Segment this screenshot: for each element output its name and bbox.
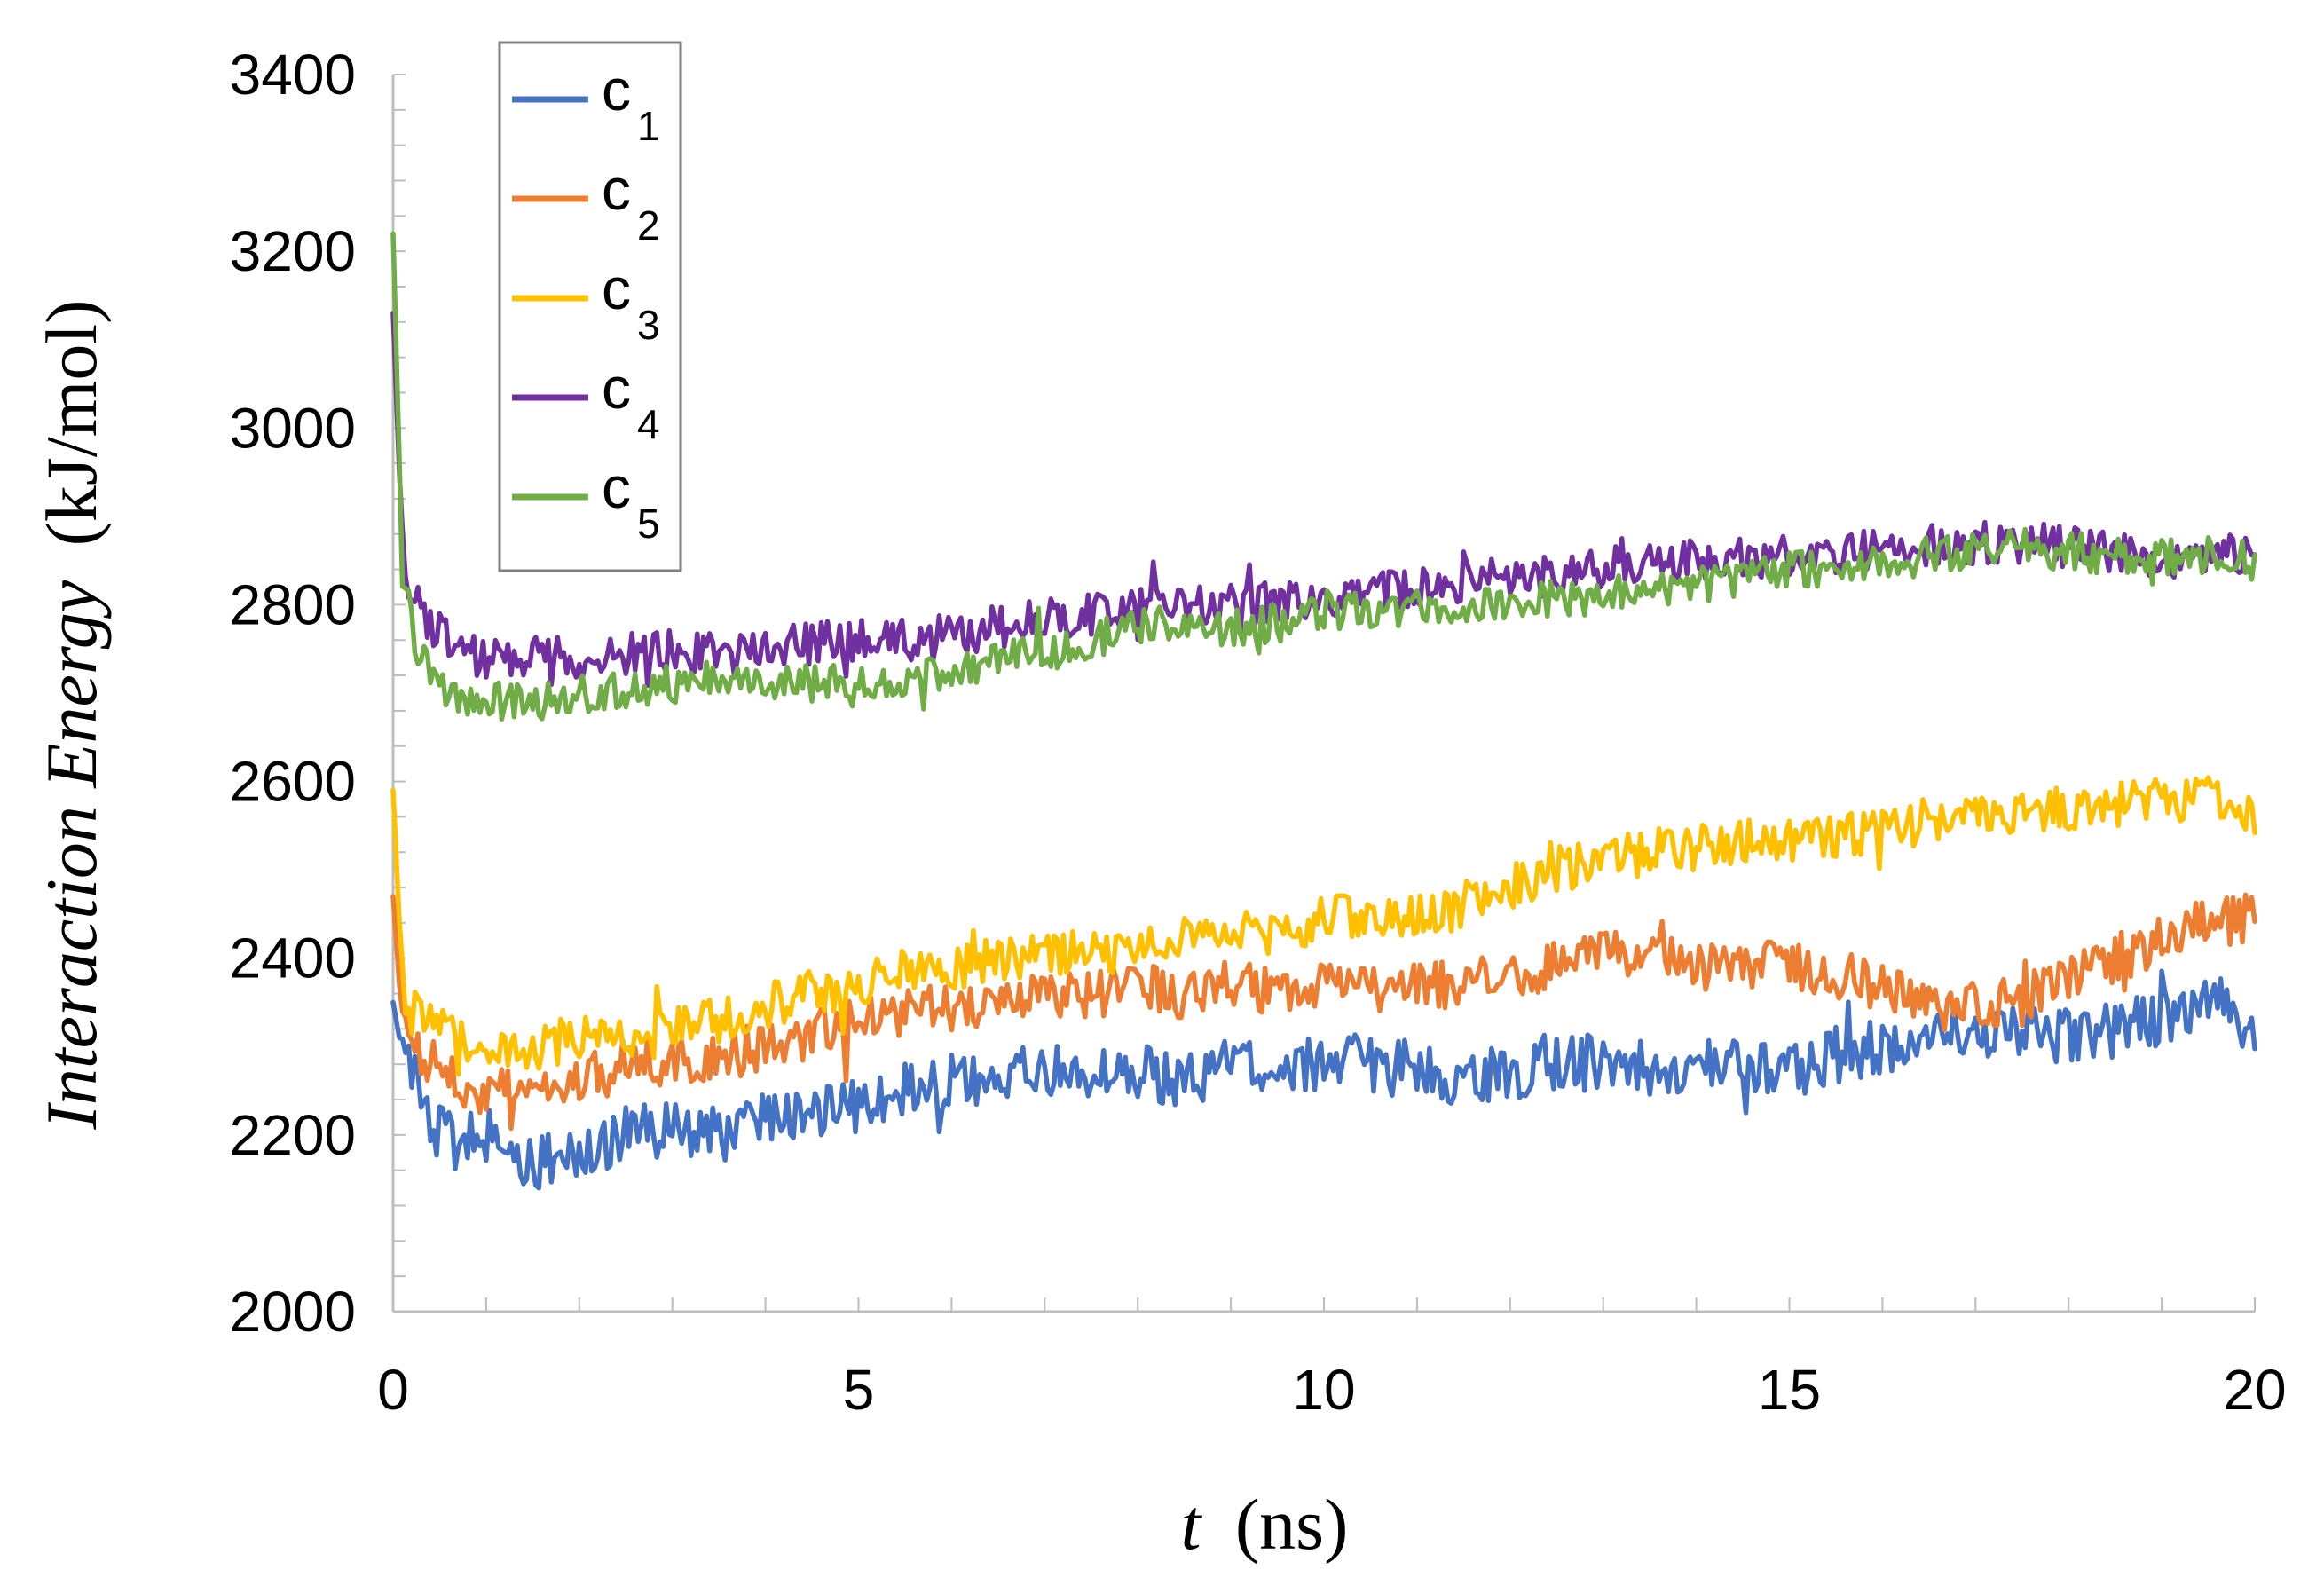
legend-subscript-c1: 1 <box>637 103 660 149</box>
y-axis-title-quantity: Interaction Energy <box>31 580 112 1130</box>
y-tick-label: 3200 <box>230 219 356 283</box>
series-line-c1 <box>390 968 2257 1191</box>
x-axis-title-unit: (ns) <box>1235 1484 1349 1565</box>
x-tick-label: 15 <box>1758 1358 1821 1422</box>
legend-label-c2: c <box>602 156 631 222</box>
y-tick-label: 3400 <box>230 43 356 106</box>
series-line-c2 <box>390 892 2257 1132</box>
x-tick-label: 5 <box>843 1358 875 1422</box>
legend-subscript-c5: 5 <box>637 501 660 547</box>
x-axis-title-variable: t <box>1181 1484 1203 1565</box>
x-tick-label: 10 <box>1292 1358 1355 1422</box>
legend-label-c5: c <box>602 454 631 520</box>
y-tick-label: 2200 <box>230 1103 356 1167</box>
y-axis-title: Interaction Energy (kJ/mol) <box>31 300 112 1131</box>
y-tick-label: 3000 <box>230 396 356 460</box>
x-tick-label: 0 <box>377 1358 409 1422</box>
y-tick-label: 2800 <box>230 572 356 636</box>
legend-subscript-c2: 2 <box>637 202 660 248</box>
series-line-c5 <box>390 231 2257 722</box>
legend-subscript-c3: 3 <box>637 302 660 348</box>
y-tick-label: 2000 <box>230 1280 356 1344</box>
series-group <box>390 231 2257 1191</box>
y-axis-title-unit: (kJ/mol) <box>31 300 112 547</box>
series-line-c4 <box>390 311 2257 689</box>
x-axis-title: t (ns) <box>1181 1484 1349 1565</box>
legend-label-c4: c <box>602 355 631 421</box>
legend-subscript-c4: 4 <box>637 401 660 447</box>
y-tick-label: 2600 <box>230 750 356 814</box>
legend-label-c3: c <box>602 256 631 321</box>
y-tick-label: 2400 <box>230 927 356 990</box>
legend-box <box>498 41 682 572</box>
x-tick-label: 20 <box>2223 1358 2286 1422</box>
series-line-c3 <box>390 775 2257 1077</box>
legend-label-c1: c <box>602 57 631 122</box>
